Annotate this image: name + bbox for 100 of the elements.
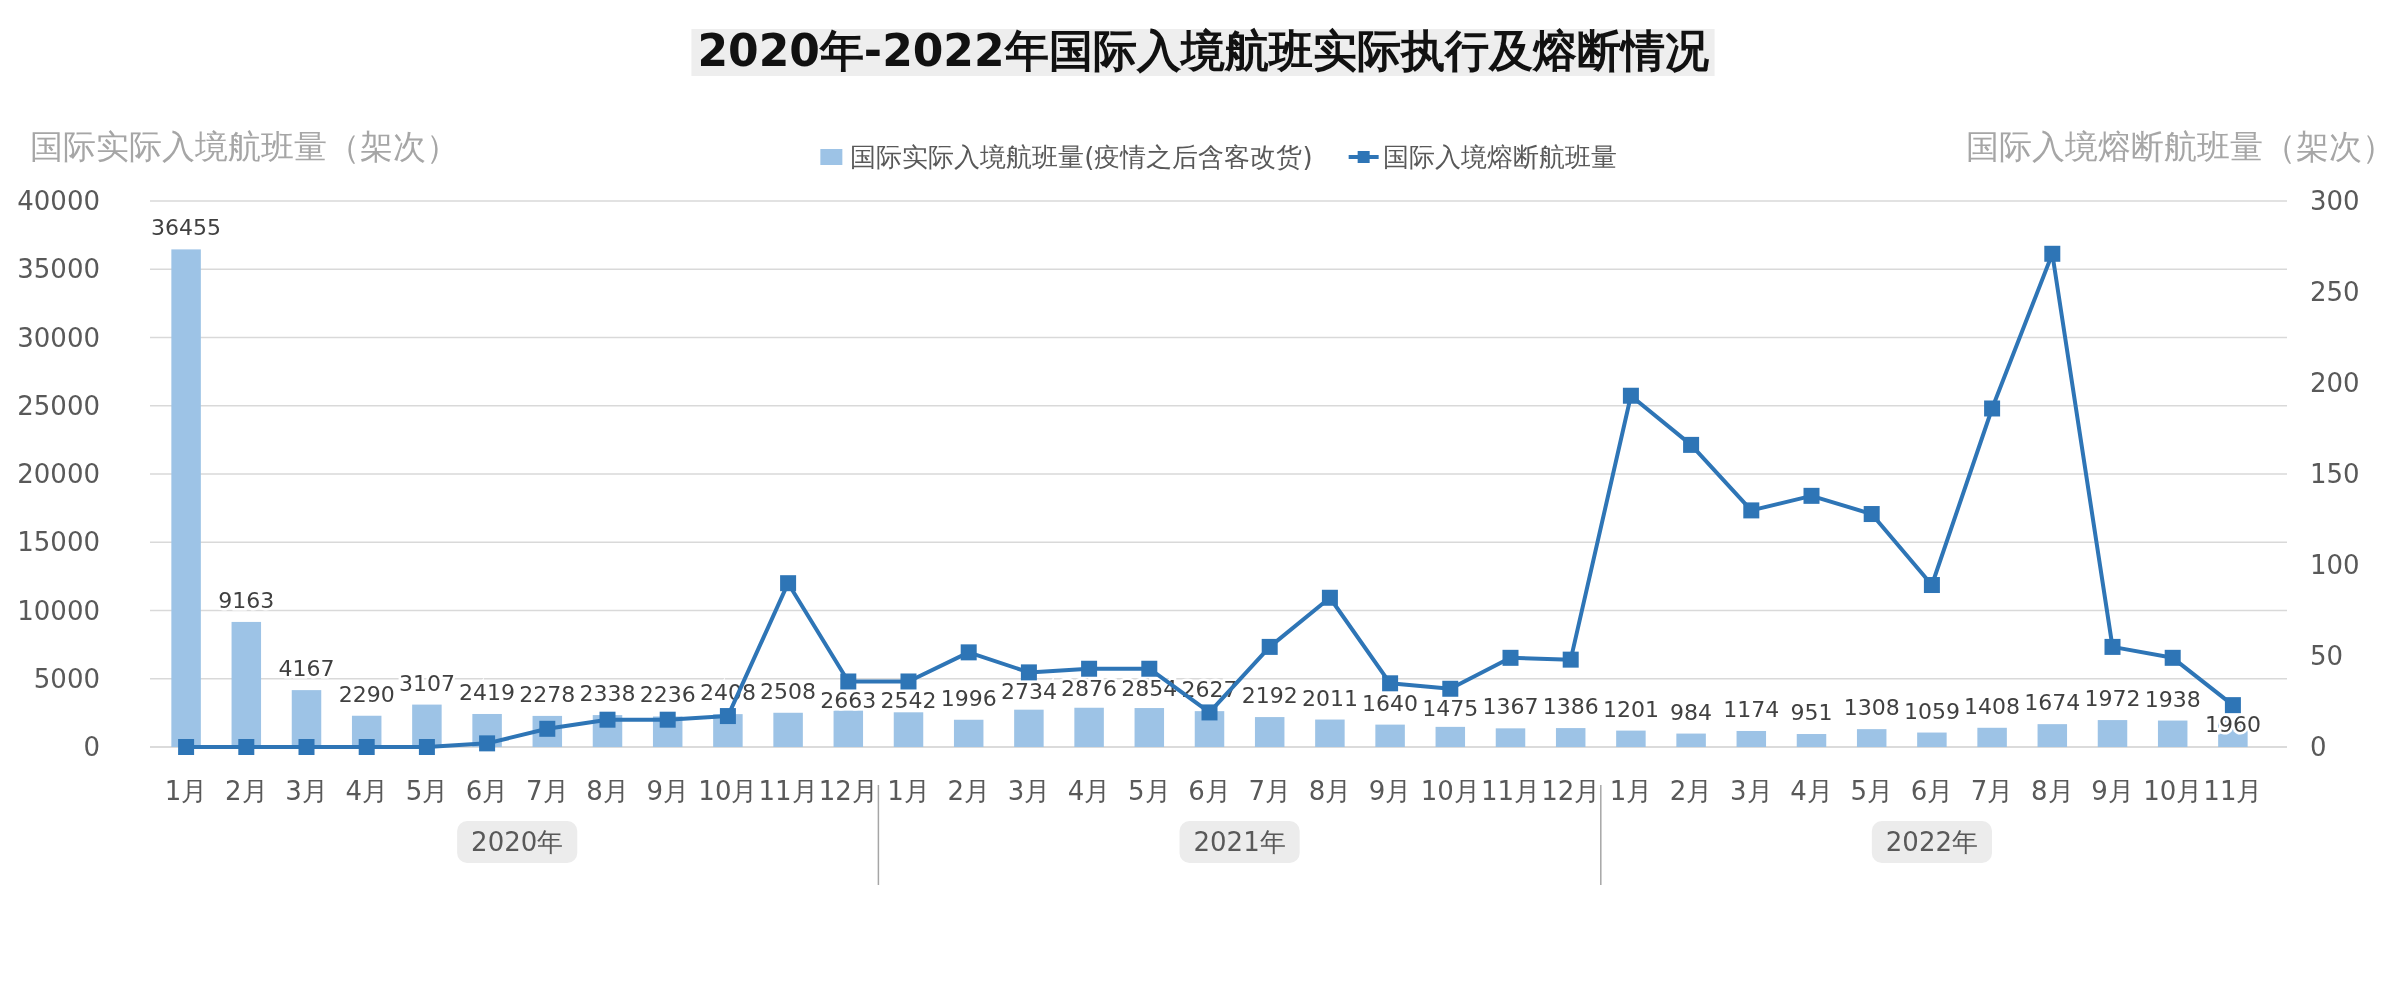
data-label: 2876 bbox=[1061, 675, 1118, 701]
data-label: 984 bbox=[1670, 699, 1713, 725]
bar bbox=[833, 710, 864, 747]
bar bbox=[1375, 724, 1405, 747]
x-tick-label: 1月 bbox=[887, 776, 930, 806]
x-tick-label: 11月 bbox=[2203, 776, 2263, 806]
data-label: 1367 bbox=[1482, 694, 1539, 720]
y-tick-label: 10000 bbox=[17, 595, 100, 626]
point bbox=[719, 708, 736, 725]
x-tick-label: 11月 bbox=[1480, 776, 1541, 806]
point bbox=[1321, 589, 1338, 606]
point bbox=[1141, 660, 1158, 677]
data-label: 2854 bbox=[1121, 675, 1178, 701]
data-label: 2542 bbox=[880, 688, 937, 714]
data-label: 1475 bbox=[1422, 695, 1479, 721]
y-tick-label: 0 bbox=[83, 732, 100, 762]
x-tick-label: 5月 bbox=[1128, 776, 1171, 806]
point bbox=[1261, 638, 1278, 655]
bar bbox=[1736, 730, 1767, 747]
x-tick-label: 7月 bbox=[1248, 776, 1291, 806]
y2-axis-title: 国际入境熔断航班量（架次） bbox=[1966, 127, 2395, 166]
data-label: 951 bbox=[1790, 700, 1833, 726]
bar bbox=[1676, 733, 1706, 747]
x-tick-label: 4月 bbox=[345, 776, 388, 806]
bar bbox=[171, 249, 201, 747]
data-label: 2338 bbox=[579, 681, 636, 707]
data-label: 2011 bbox=[1301, 685, 1358, 711]
x-tick-label: 3月 bbox=[1007, 776, 1051, 806]
x-tick-label: 4月 bbox=[1790, 776, 1833, 806]
point bbox=[418, 739, 435, 755]
data-label: 2419 bbox=[459, 679, 516, 705]
x-tick-label: 7月 bbox=[526, 776, 569, 806]
x-tick-label: 1月 bbox=[1609, 776, 1653, 806]
legend-label: 国际入境熔断航班量 bbox=[1382, 142, 1617, 172]
x-tick-label: 7月 bbox=[1970, 776, 2014, 806]
point bbox=[358, 739, 375, 755]
data-label: 2663 bbox=[820, 688, 877, 714]
x-tick-label: 8月 bbox=[586, 776, 629, 806]
data-label: 3107 bbox=[398, 670, 455, 696]
data-label: 1408 bbox=[1964, 693, 2021, 719]
data-label: 2734 bbox=[1000, 679, 1057, 705]
bar bbox=[2037, 724, 2068, 747]
point bbox=[2164, 649, 2181, 666]
x-tick-label: 2月 bbox=[1669, 776, 1713, 806]
data-label: 36455 bbox=[151, 215, 222, 241]
data-label: 2290 bbox=[338, 681, 395, 707]
x-tick-label: 10月 bbox=[698, 776, 758, 806]
point bbox=[840, 673, 857, 690]
x-tick-label: 8月 bbox=[1308, 776, 1352, 806]
data-label: 1174 bbox=[1723, 696, 1780, 722]
bar bbox=[1555, 728, 1586, 747]
data-label: 9163 bbox=[218, 587, 275, 613]
bar bbox=[1315, 719, 1345, 747]
point bbox=[1923, 577, 1940, 594]
y-tick-label: 25000 bbox=[17, 390, 100, 421]
point bbox=[960, 644, 977, 661]
point bbox=[178, 739, 195, 755]
point bbox=[1382, 675, 1399, 692]
point bbox=[1201, 704, 1218, 721]
data-label: 1386 bbox=[1542, 694, 1599, 720]
bar bbox=[2157, 720, 2188, 747]
data-label: 4167 bbox=[278, 656, 335, 682]
data-label: 2192 bbox=[1241, 683, 1298, 709]
bar bbox=[773, 712, 803, 747]
y-axis-title: 国际实际入境航班量（架次） bbox=[30, 127, 459, 166]
data-label: 1059 bbox=[1903, 698, 1960, 724]
point bbox=[1743, 502, 1760, 519]
y-tick-label: 30000 bbox=[17, 322, 100, 353]
data-label: 2508 bbox=[760, 678, 817, 704]
x-tick-label: 2月 bbox=[947, 776, 990, 806]
x-tick-label: 12月 bbox=[1541, 776, 1601, 806]
y2-tick-label: 300 bbox=[2310, 186, 2360, 216]
data-label: 1960 bbox=[2204, 712, 2261, 738]
bar bbox=[1254, 717, 1285, 747]
bar bbox=[1977, 727, 2007, 747]
text: 2020年 bbox=[471, 827, 564, 857]
x-tick-label: 3月 bbox=[285, 776, 328, 806]
point bbox=[1081, 660, 1098, 677]
x-tick-label: 1月 bbox=[164, 776, 208, 806]
point bbox=[1622, 387, 1639, 404]
y2-tick-label: 100 bbox=[2310, 550, 2360, 580]
y2-tick-label: 50 bbox=[2310, 641, 2344, 671]
data-label: 1674 bbox=[2024, 690, 2081, 716]
x-tick-label: 12月 bbox=[818, 776, 878, 806]
x-tick-label: 9月 bbox=[1368, 776, 1412, 806]
bar bbox=[1796, 734, 1827, 747]
text: 2022年 bbox=[1885, 827, 1978, 857]
y-tick-label: 5000 bbox=[33, 663, 100, 694]
point bbox=[2104, 638, 2121, 655]
x-tick-label: 10月 bbox=[1420, 776, 1480, 806]
x-tick-label: 5月 bbox=[1850, 776, 1893, 806]
bar bbox=[1435, 726, 1466, 747]
y-tick-label: 20000 bbox=[17, 459, 100, 489]
point bbox=[479, 735, 496, 752]
x-tick-label: 5月 bbox=[405, 776, 449, 806]
point bbox=[659, 711, 676, 728]
bar bbox=[953, 719, 984, 747]
bar bbox=[1616, 730, 1646, 747]
point bbox=[2224, 697, 2241, 714]
y2-tick-label: 250 bbox=[2310, 277, 2360, 307]
